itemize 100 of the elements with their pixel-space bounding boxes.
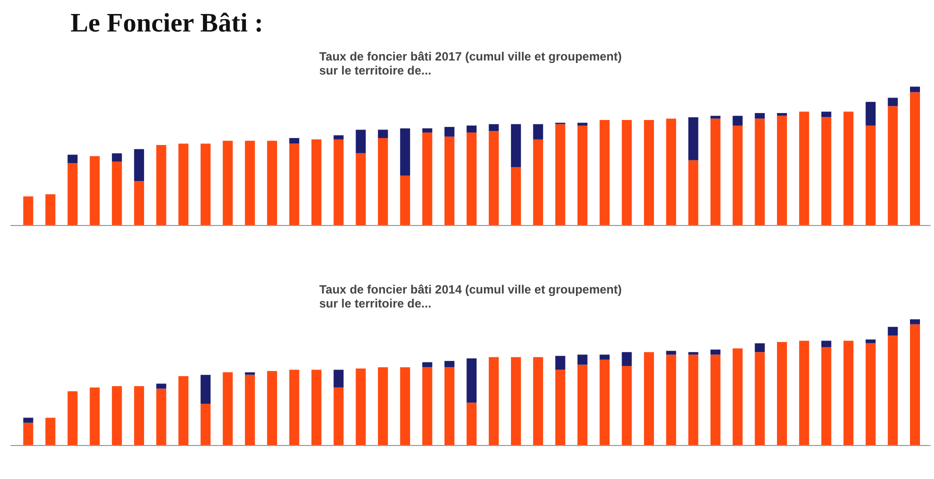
bar bbox=[666, 118, 676, 226]
bar bbox=[23, 418, 34, 423]
bar bbox=[600, 120, 610, 226]
bar bbox=[510, 124, 521, 168]
bar bbox=[866, 339, 876, 344]
bar bbox=[910, 92, 920, 226]
bar bbox=[799, 112, 810, 226]
bar bbox=[843, 112, 854, 226]
bar bbox=[90, 387, 100, 446]
bar bbox=[466, 132, 477, 226]
bar bbox=[422, 132, 432, 226]
bar bbox=[754, 113, 765, 119]
bar bbox=[356, 153, 366, 226]
bar bbox=[334, 370, 344, 388]
bar bbox=[356, 368, 366, 446]
bar bbox=[710, 354, 720, 446]
bar bbox=[533, 139, 544, 226]
bar bbox=[334, 135, 344, 140]
bar bbox=[888, 98, 898, 106]
bar bbox=[267, 140, 278, 226]
bar bbox=[754, 343, 765, 352]
bar bbox=[289, 370, 300, 446]
bar bbox=[156, 144, 166, 226]
bar bbox=[888, 326, 898, 336]
bar bbox=[444, 126, 454, 137]
bar bbox=[422, 367, 432, 446]
bar bbox=[533, 124, 544, 140]
bar bbox=[888, 106, 898, 226]
bar bbox=[400, 128, 410, 176]
chart-title: Taux de foncier bâti 2014 (cumul ville et groupement) sur le territoire de... bbox=[319, 282, 622, 310]
bar bbox=[378, 130, 388, 138]
bar bbox=[776, 113, 787, 116]
bar bbox=[555, 370, 566, 446]
bar bbox=[666, 350, 676, 355]
bar bbox=[577, 354, 588, 365]
bar bbox=[156, 388, 166, 446]
bar bbox=[200, 404, 211, 446]
bar bbox=[200, 374, 211, 404]
bar bbox=[267, 371, 278, 446]
bar bbox=[710, 118, 720, 226]
bar bbox=[444, 136, 454, 226]
bar bbox=[444, 360, 454, 368]
bar bbox=[644, 352, 654, 446]
bar bbox=[311, 139, 322, 226]
bar bbox=[23, 422, 34, 446]
bar bbox=[843, 340, 854, 446]
bar bbox=[488, 131, 499, 226]
bar bbox=[134, 181, 144, 226]
bar bbox=[488, 124, 499, 132]
bar bbox=[910, 319, 920, 324]
bar bbox=[244, 372, 255, 375]
bar bbox=[732, 348, 743, 446]
bar bbox=[311, 370, 322, 446]
bar bbox=[378, 138, 388, 226]
bar bbox=[710, 350, 720, 355]
bar bbox=[178, 144, 188, 226]
bar bbox=[666, 354, 676, 446]
bar bbox=[821, 117, 832, 226]
bar bbox=[68, 163, 78, 226]
bar bbox=[466, 402, 477, 446]
bar bbox=[200, 144, 211, 226]
bar bbox=[222, 372, 233, 446]
bar bbox=[622, 120, 632, 226]
bar bbox=[555, 356, 566, 370]
bar bbox=[400, 367, 410, 446]
bar bbox=[577, 126, 588, 226]
bar bbox=[710, 116, 720, 119]
bar bbox=[45, 194, 56, 226]
bar bbox=[866, 102, 876, 126]
bar bbox=[222, 140, 233, 226]
bar bbox=[799, 340, 810, 446]
bar bbox=[688, 352, 698, 355]
bar bbox=[510, 357, 521, 446]
bar bbox=[378, 367, 388, 446]
bar bbox=[821, 340, 832, 348]
bar bbox=[90, 156, 100, 226]
bar bbox=[68, 154, 78, 164]
bar bbox=[112, 153, 122, 162]
bar bbox=[510, 167, 521, 226]
bar bbox=[466, 358, 477, 403]
bar bbox=[400, 176, 410, 226]
bar bbox=[422, 128, 432, 132]
bar bbox=[112, 162, 122, 226]
bar bbox=[910, 86, 920, 92]
bar bbox=[910, 324, 920, 446]
bar bbox=[600, 360, 610, 446]
bar bbox=[754, 118, 765, 226]
bar bbox=[577, 364, 588, 446]
bar bbox=[23, 196, 34, 226]
bar bbox=[821, 347, 832, 446]
bar bbox=[754, 352, 765, 446]
bar bbox=[776, 342, 787, 446]
bar bbox=[555, 124, 566, 226]
bar bbox=[644, 120, 654, 226]
bar bbox=[776, 116, 787, 226]
bar bbox=[688, 160, 698, 226]
bar bbox=[134, 386, 144, 446]
bar bbox=[134, 149, 144, 182]
bar bbox=[112, 386, 122, 446]
bar bbox=[444, 367, 454, 446]
